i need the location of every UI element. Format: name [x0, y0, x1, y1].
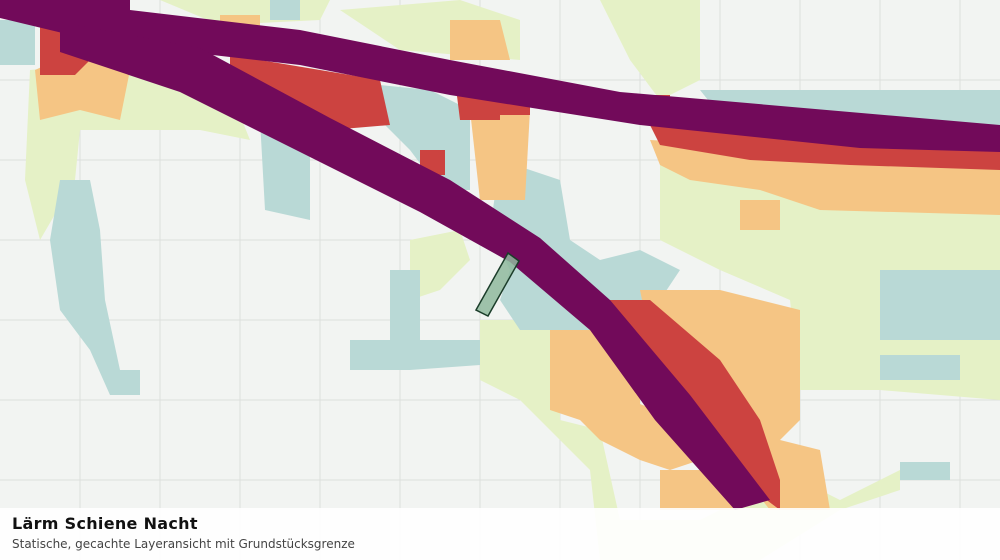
map-subtitle: Statische, gecachte Layeransicht mit Gru…: [12, 537, 355, 551]
caption: Lärm Schiene Nacht Statische, gecachte L…: [0, 508, 1000, 560]
parcel-boundary: [474, 251, 520, 317]
noise-zone-very-high: [0, 0, 1000, 510]
map-title: Lärm Schiene Nacht: [12, 514, 198, 533]
